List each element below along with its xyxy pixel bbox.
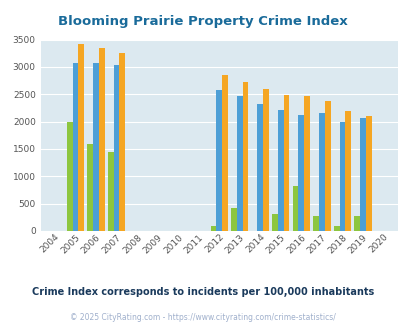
Bar — [271, 214, 277, 231]
Bar — [230, 208, 236, 231]
Bar — [236, 96, 242, 231]
Bar — [119, 53, 125, 231]
Bar — [87, 144, 93, 231]
Bar — [345, 111, 350, 231]
Bar — [113, 65, 119, 231]
Bar — [283, 95, 289, 231]
Bar — [313, 216, 318, 231]
Bar — [324, 101, 330, 231]
Bar — [99, 49, 104, 231]
Bar — [257, 104, 262, 231]
Bar — [67, 122, 72, 231]
Bar — [222, 75, 227, 231]
Bar — [298, 115, 303, 231]
Bar — [93, 63, 99, 231]
Bar — [277, 110, 283, 231]
Text: Blooming Prairie Property Crime Index: Blooming Prairie Property Crime Index — [58, 15, 347, 28]
Bar — [339, 122, 345, 231]
Text: © 2025 CityRating.com - https://www.cityrating.com/crime-statistics/: © 2025 CityRating.com - https://www.city… — [70, 313, 335, 322]
Bar — [210, 225, 216, 231]
Bar — [333, 225, 339, 231]
Bar — [303, 96, 309, 231]
Bar — [216, 90, 222, 231]
Bar — [292, 186, 298, 231]
Bar — [242, 82, 248, 231]
Bar — [318, 113, 324, 231]
Bar — [72, 63, 78, 231]
Bar — [78, 44, 84, 231]
Bar — [365, 116, 371, 231]
Bar — [262, 89, 268, 231]
Bar — [359, 118, 365, 231]
Bar — [354, 216, 359, 231]
Bar — [108, 152, 113, 231]
Text: Crime Index corresponds to incidents per 100,000 inhabitants: Crime Index corresponds to incidents per… — [32, 287, 373, 297]
